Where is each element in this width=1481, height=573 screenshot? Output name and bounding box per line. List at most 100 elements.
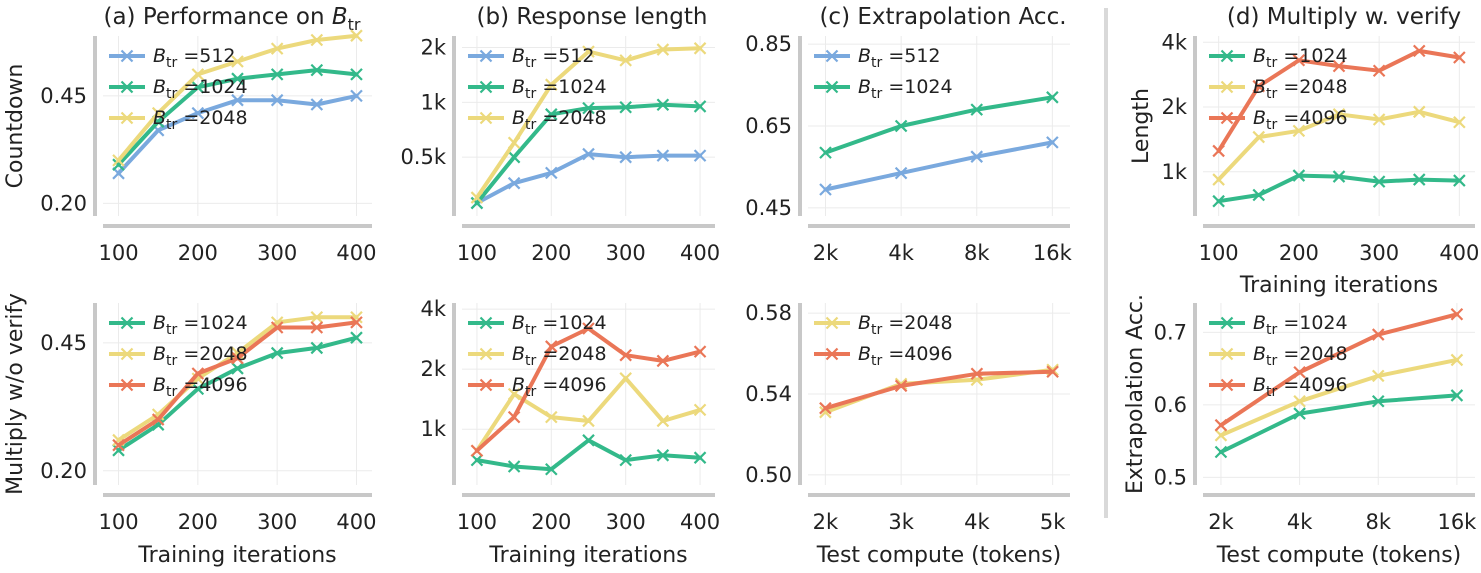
x-tick-label: 2k	[813, 241, 839, 265]
data-point-1024-6	[693, 100, 707, 113]
legend-subscript: tr	[871, 86, 882, 102]
series-line-512	[823, 140, 1055, 192]
legend-marker-4096	[825, 347, 839, 361]
legend-marker-1024	[479, 80, 493, 94]
data-point-2048-4	[1372, 113, 1386, 126]
x-tick-label: 100	[1199, 241, 1239, 265]
legend-value: =1024	[536, 76, 606, 98]
data-point-1024-2	[970, 103, 984, 116]
data-point-2048-3	[1332, 108, 1346, 121]
series-line-1024	[823, 95, 1055, 155]
panel-title-text: (d) Multiply w. verify	[1227, 4, 1461, 30]
series-line-1024	[1219, 393, 1459, 454]
data-point-1024-0	[819, 146, 832, 159]
data-point-4096-5	[1412, 44, 1426, 58]
y-tick-label: 1k	[1161, 160, 1187, 184]
legend-symbol: B	[858, 312, 871, 334]
y-tick-label: 4k	[420, 297, 446, 321]
legend-value: =4096	[1277, 374, 1347, 396]
panel-title-text: (b) Response length	[477, 4, 708, 30]
legend-subscript: tr	[166, 55, 177, 71]
panel-title: (b) Response length	[477, 4, 708, 30]
legend-entry-1024: Btr =1024	[153, 312, 248, 338]
data-point-4096-1	[151, 413, 165, 426]
x-tick-label: 400	[336, 241, 376, 265]
legend-marker-2048	[120, 347, 134, 361]
data-point-1024-3	[1332, 170, 1346, 183]
y-tick-label: 0.50	[745, 463, 792, 487]
data-point-2048-5	[310, 33, 324, 47]
legend-symbol: B	[1253, 343, 1266, 365]
data-point-2048-3	[582, 414, 595, 428]
data-point-512-0	[819, 183, 832, 196]
legend-symbol: B	[153, 107, 166, 129]
data-point-4096-4	[619, 348, 632, 362]
x-tick-label: 300	[1359, 241, 1399, 265]
data-point-4096-1	[1293, 365, 1306, 379]
data-point-4096-0	[1212, 144, 1225, 158]
legend-marker-4096	[479, 378, 493, 392]
panel-title-sub: tr	[348, 15, 361, 34]
legend-subscript: tr	[525, 384, 536, 400]
legend-entry-1024: Btr =1024	[858, 76, 953, 102]
y-tick-label: 0.45	[40, 331, 87, 355]
data-point-1024-3	[231, 362, 244, 375]
data-point-4096-2	[1371, 328, 1385, 341]
legend-symbol: B	[512, 107, 525, 129]
legend-entry-1024: Btr =1024	[1253, 312, 1348, 338]
legend-symbol: B	[858, 343, 871, 365]
legend-entry-2048: Btr =2048	[512, 343, 607, 369]
legend-symbol: B	[1253, 107, 1266, 129]
data-point-512-4	[619, 150, 632, 164]
data-point-2048-0	[470, 191, 484, 204]
legend-marker-1024	[825, 80, 839, 94]
y-axis-label: Extrapolation Acc.	[1123, 294, 1148, 494]
x-tick-label: 200	[531, 510, 571, 534]
legend-value: =1024	[177, 76, 247, 98]
data-point-512-5	[310, 98, 324, 111]
legend-value: =1024	[882, 76, 952, 98]
legend-marker-2048	[1220, 347, 1234, 361]
series-line-4096	[1219, 312, 1459, 428]
legend-marker-512	[825, 49, 839, 63]
data-point-1024-1	[507, 150, 521, 164]
x-axis-label: Training iterations	[488, 543, 687, 568]
legend-entry-512: Btr =512	[512, 45, 595, 71]
panel-title: (a) Performance on Btr	[103, 4, 360, 34]
x-tick-label: 16k	[1033, 241, 1073, 265]
data-point-4096-4	[1372, 64, 1386, 78]
data-point-4096-1	[1252, 79, 1266, 93]
x-tick-label: 2k	[813, 510, 839, 534]
x-tick-label: 300	[606, 510, 646, 534]
data-point-1024-6	[693, 451, 707, 464]
series-line-1024	[1216, 173, 1462, 204]
data-point-1024-0	[1212, 194, 1225, 208]
legend-subscript: tr	[525, 55, 536, 71]
data-point-2048-0	[112, 154, 125, 167]
data-point-1024-3	[582, 101, 595, 115]
data-point-1024-6	[1453, 174, 1466, 187]
data-point-4096-3	[1450, 307, 1464, 321]
panel-p02: 2k 4k 8k 16k 0.45 0.65 0.85 (c) Extrapolation A…	[745, 4, 1072, 265]
legend-marker-4096	[1220, 111, 1234, 125]
legend-subscript: tr	[1266, 86, 1277, 102]
data-point-4096-3	[1046, 365, 1059, 379]
y-tick-label: 0.65	[745, 114, 792, 138]
legend-entry-4096: Btr =4096	[1253, 107, 1348, 133]
data-point-512-5	[656, 149, 670, 162]
data-point-4096-1	[507, 410, 521, 424]
legend-marker-512	[479, 49, 493, 63]
data-point-1024-2	[545, 108, 558, 121]
panel-title-text: (c) Extrapolation Acc.	[819, 4, 1066, 30]
y-tick-label: 0.7	[1154, 320, 1187, 344]
legend-value: =512	[882, 45, 940, 67]
data-point-2048-6	[693, 42, 707, 55]
panel-p12: 2k 3k 4k 5k 0.50 0.54 0.58 Test compute (tokens…	[745, 301, 1070, 568]
data-point-1024-0	[470, 453, 484, 467]
data-point-4096-5	[656, 354, 670, 368]
data-point-2048-1	[151, 106, 165, 120]
data-point-1024-6	[350, 68, 363, 81]
panel-title-text: (a) Performance on	[103, 4, 331, 30]
y-tick-label: 1k	[420, 90, 446, 114]
legend-symbol: B	[1253, 374, 1266, 396]
